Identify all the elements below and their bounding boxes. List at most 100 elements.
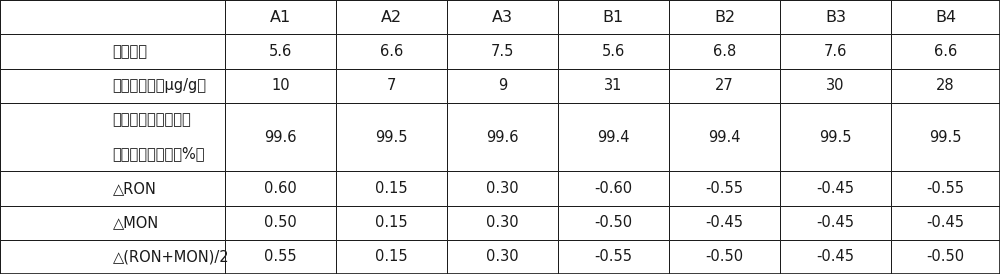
Bar — [447, 171, 558, 206]
Text: 0.30: 0.30 — [486, 249, 519, 264]
Bar — [780, 68, 891, 103]
Text: 0.30: 0.30 — [486, 215, 519, 230]
Bar — [336, 34, 447, 68]
Bar — [225, 206, 336, 240]
Bar — [336, 103, 447, 171]
Bar — [780, 34, 891, 68]
Bar — [891, 103, 1000, 171]
Bar — [780, 103, 891, 171]
Text: 10: 10 — [271, 78, 290, 93]
Bar — [447, 68, 558, 103]
Text: 30: 30 — [826, 78, 845, 93]
Bar — [558, 34, 669, 68]
Text: A1: A1 — [270, 10, 291, 25]
Text: -0.45: -0.45 — [816, 181, 854, 196]
Text: △RON: △RON — [112, 181, 156, 196]
Bar — [669, 171, 780, 206]
Bar — [225, 34, 336, 68]
Text: -0.55: -0.55 — [926, 181, 964, 196]
Bar — [447, 0, 558, 34]
Bar — [0, 206, 225, 240]
Text: -0.55: -0.55 — [706, 181, 744, 196]
Text: 0.50: 0.50 — [264, 215, 297, 230]
Text: B4: B4 — [935, 10, 956, 25]
Bar — [669, 0, 780, 34]
Bar — [447, 240, 558, 274]
Bar — [891, 171, 1000, 206]
Text: 9: 9 — [498, 78, 507, 93]
Bar — [558, 206, 669, 240]
Text: 28: 28 — [936, 78, 955, 93]
Text: 99.4: 99.4 — [597, 130, 630, 144]
Text: 0.15: 0.15 — [375, 215, 408, 230]
Text: 7.6: 7.6 — [824, 44, 847, 59]
Text: -0.50: -0.50 — [926, 249, 965, 264]
Bar — [225, 103, 336, 171]
Bar — [891, 34, 1000, 68]
Text: 0.55: 0.55 — [264, 249, 297, 264]
Bar — [447, 206, 558, 240]
Text: 99.6: 99.6 — [264, 130, 297, 144]
Bar — [891, 0, 1000, 34]
Text: -0.55: -0.55 — [594, 249, 633, 264]
Bar — [558, 171, 669, 206]
Text: B2: B2 — [714, 10, 735, 25]
Text: 99.5: 99.5 — [819, 130, 852, 144]
Text: 产品汽油的收率（%）: 产品汽油的收率（%） — [112, 147, 205, 162]
Text: 99.4: 99.4 — [708, 130, 741, 144]
Text: 7.5: 7.5 — [491, 44, 514, 59]
Bar — [225, 171, 336, 206]
Bar — [891, 68, 1000, 103]
Bar — [336, 171, 447, 206]
Bar — [558, 240, 669, 274]
Text: -0.60: -0.60 — [594, 181, 633, 196]
Bar — [891, 206, 1000, 240]
Bar — [669, 34, 780, 68]
Bar — [669, 103, 780, 171]
Text: 0.30: 0.30 — [486, 181, 519, 196]
Text: 0.15: 0.15 — [375, 249, 408, 264]
Bar — [225, 0, 336, 34]
Text: 31: 31 — [604, 78, 623, 93]
Bar — [0, 103, 225, 171]
Bar — [669, 240, 780, 274]
Bar — [891, 240, 1000, 274]
Bar — [0, 68, 225, 103]
Bar — [780, 171, 891, 206]
Bar — [669, 206, 780, 240]
Text: A2: A2 — [381, 10, 402, 25]
Text: 0.15: 0.15 — [375, 181, 408, 196]
Text: 99.6: 99.6 — [486, 130, 519, 144]
Text: 27: 27 — [715, 78, 734, 93]
Bar — [558, 68, 669, 103]
Bar — [336, 0, 447, 34]
Text: -0.45: -0.45 — [816, 215, 854, 230]
Bar — [336, 206, 447, 240]
Text: -0.45: -0.45 — [706, 215, 744, 230]
Bar — [780, 206, 891, 240]
Text: 99.5: 99.5 — [375, 130, 408, 144]
Text: 6.6: 6.6 — [934, 44, 957, 59]
Bar — [0, 240, 225, 274]
Text: B1: B1 — [603, 10, 624, 25]
Bar — [0, 34, 225, 68]
Bar — [225, 68, 336, 103]
Bar — [447, 34, 558, 68]
Text: 6.8: 6.8 — [713, 44, 736, 59]
Text: -0.45: -0.45 — [816, 249, 854, 264]
Text: △MON: △MON — [112, 215, 159, 230]
Text: 5.6: 5.6 — [269, 44, 292, 59]
Text: 5.6: 5.6 — [602, 44, 625, 59]
Text: 产品硫含量（μg/g）: 产品硫含量（μg/g） — [112, 78, 207, 93]
Bar — [225, 240, 336, 274]
Bar — [558, 0, 669, 34]
Bar — [0, 0, 225, 34]
Bar — [336, 240, 447, 274]
Text: -0.50: -0.50 — [594, 215, 633, 230]
Bar — [558, 103, 669, 171]
Bar — [0, 171, 225, 206]
Text: 脱硫催化剂稳定后的: 脱硫催化剂稳定后的 — [112, 112, 191, 127]
Text: -0.45: -0.45 — [926, 215, 964, 230]
Bar — [669, 68, 780, 103]
Text: 6.6: 6.6 — [380, 44, 403, 59]
